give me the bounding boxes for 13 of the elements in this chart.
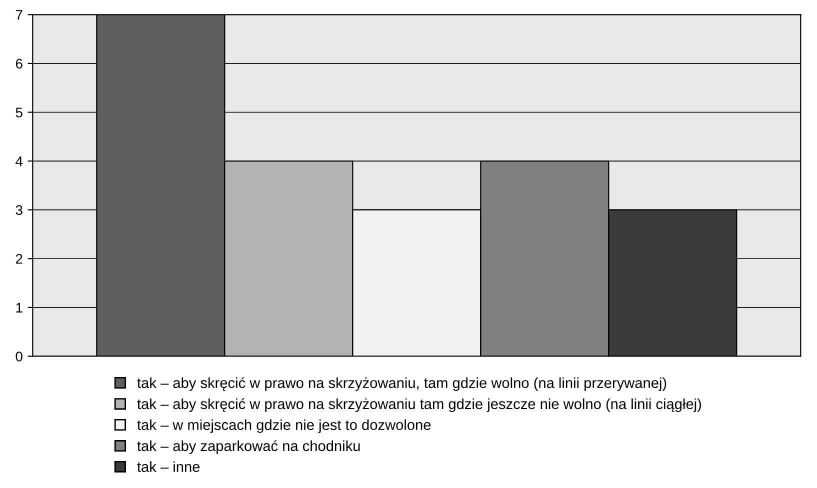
- y-tick-label: 4: [16, 156, 23, 166]
- y-tick-label: 2: [16, 254, 22, 264]
- y-tick-label: 6: [16, 58, 22, 69]
- y-tick-label: 3: [16, 205, 22, 216]
- y-tick-label: 0: [16, 352, 22, 362]
- legend-label: tak – inne: [137, 461, 200, 472]
- legend-label: tak – aby skręcić w prawo na skrzyżowaniu tam gdzie jeszcze nie wolno (na linii ciągłej): [137, 398, 702, 412]
- legend-label: tak – aby skręcić w prawo na skrzyżowaniu, tam gdzie wolno (na linii przerywanej): [137, 377, 666, 391]
- y-tick-label: 7: [16, 10, 22, 20]
- y-tick-label: 5: [16, 108, 22, 118]
- legend-label: tak – w miejscach gdzie nie jest to dozwolone: [137, 419, 431, 433]
- legend-label: tak – aby zaparkować na chodniku: [137, 440, 360, 454]
- y-tick-label: 1: [16, 302, 22, 312]
